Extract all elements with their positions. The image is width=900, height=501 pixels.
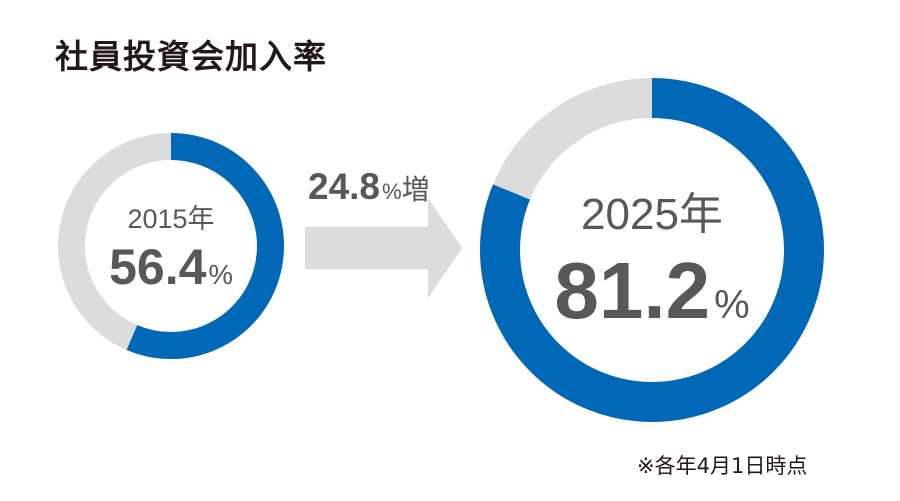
value-2015: 56.4% — [71, 238, 271, 296]
value-2015-number: 56.4 — [109, 239, 207, 295]
year-2015-label: 2015年 — [127, 204, 215, 234]
footnote: ※各年4月1日時点 — [637, 454, 808, 478]
year-2025-label: 2025年 — [581, 190, 723, 239]
increase-unit: % — [382, 179, 402, 204]
value-2025-unit: % — [714, 283, 750, 327]
increase-label: 24.8%増 — [308, 166, 430, 208]
donut-2015 — [58, 133, 284, 359]
value-2015-unit: % — [208, 259, 233, 290]
chart-title: 社員投資会加入率 — [55, 37, 327, 76]
value-2025-number: 81.2 — [554, 246, 711, 335]
arrow-right-icon — [305, 198, 462, 298]
increase-number: 24.8 — [308, 166, 381, 207]
value-2025: 81.2% — [502, 245, 802, 337]
donut-2025 — [480, 78, 824, 422]
increase-suffix: 増 — [401, 173, 430, 206]
donut-2015-arc — [58, 133, 284, 359]
donut-2025-arc — [480, 78, 824, 422]
